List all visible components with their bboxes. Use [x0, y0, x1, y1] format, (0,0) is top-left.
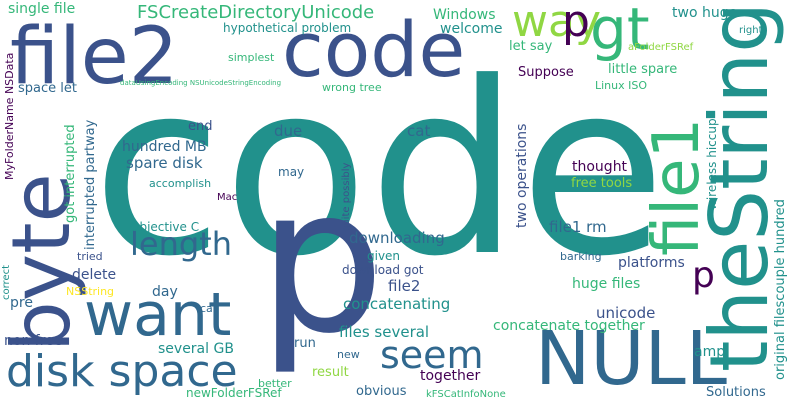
word: code: [282, 5, 466, 94]
word: gt: [590, 0, 650, 63]
word: dataUsingEncoding NSUnicodeStringEncodin…: [120, 79, 282, 87]
word: day: [152, 284, 178, 300]
word: delete: [72, 267, 117, 283]
word: pre: [10, 295, 33, 311]
word: result: [312, 365, 349, 380]
word: call: [200, 302, 219, 315]
word: Mac: [217, 192, 238, 203]
word: p: [258, 145, 385, 378]
word: files several: [339, 323, 430, 341]
word: Objective C: [130, 220, 200, 234]
word: little spare: [608, 62, 678, 77]
word: single file: [8, 1, 76, 17]
word: Linux ISO: [595, 79, 648, 92]
word: download got: [342, 263, 424, 277]
word: new: [337, 348, 360, 361]
word: platforms: [618, 255, 685, 271]
word: concatenating: [343, 295, 451, 313]
word: due: [274, 122, 303, 140]
word: spare disk: [126, 154, 203, 172]
word: run: [294, 336, 316, 351]
word: concatenate together: [493, 318, 645, 334]
word: original filescouple hundred: [773, 199, 788, 380]
word: got interrupted: [63, 124, 78, 223]
word: file1 rm: [549, 218, 607, 236]
word: disk space: [6, 346, 238, 397]
word: want: [84, 280, 232, 350]
word: wrong tree: [322, 81, 382, 94]
word: wireless hiccup: [705, 118, 719, 210]
word: file1: [640, 117, 714, 256]
word: simplest: [228, 51, 275, 64]
word: p: [562, 0, 590, 47]
word: cat: [407, 122, 431, 140]
word: quite possibly: [341, 162, 352, 232]
word: kFSCatInfoNone: [426, 389, 506, 400]
word: tried: [77, 250, 103, 263]
word: way: [512, 0, 601, 47]
word: two operations: [514, 123, 530, 228]
word: welcome: [440, 21, 503, 37]
word: Suppose: [518, 65, 574, 80]
word: Windows: [433, 7, 496, 23]
word: thought: [572, 159, 628, 175]
word: file2: [388, 277, 421, 295]
word: free tools: [571, 176, 633, 191]
word: may: [278, 165, 305, 179]
word: newFolderFSRef: [186, 386, 282, 400]
word: downloading: [349, 229, 445, 247]
word: interrupted partway: [83, 119, 98, 250]
word: FSCreateDirectoryUnicode: [137, 2, 375, 23]
word: obvious: [356, 384, 407, 399]
word: amp: [694, 344, 726, 360]
word: p: [692, 255, 715, 296]
word: correct: [1, 264, 12, 300]
word: accomplish: [149, 177, 212, 190]
word: end: [188, 119, 213, 134]
word: MyFolderName NSData: [3, 52, 16, 180]
word: code: [92, 32, 666, 309]
word: given: [367, 249, 401, 263]
word: let say: [509, 39, 553, 54]
word: hypothetical problem: [223, 21, 352, 35]
word: non free: [4, 333, 63, 349]
word: two huge: [672, 5, 738, 21]
word: better: [258, 377, 292, 390]
word: file2: [10, 12, 179, 102]
word: hundred MB: [122, 139, 207, 155]
word: huge files: [572, 276, 641, 292]
word: NSString: [66, 285, 115, 298]
word: unicode: [596, 304, 656, 322]
word: NULL: [535, 316, 727, 400]
word: length: [130, 225, 232, 263]
word: seem: [380, 333, 484, 377]
word: Solutions: [706, 385, 766, 400]
word: space let: [18, 81, 77, 96]
word: right: [739, 25, 763, 36]
word: barking: [560, 250, 602, 263]
word: aFolderFSRef: [628, 42, 694, 53]
word: several GB: [158, 341, 234, 357]
word: together: [420, 368, 481, 384]
